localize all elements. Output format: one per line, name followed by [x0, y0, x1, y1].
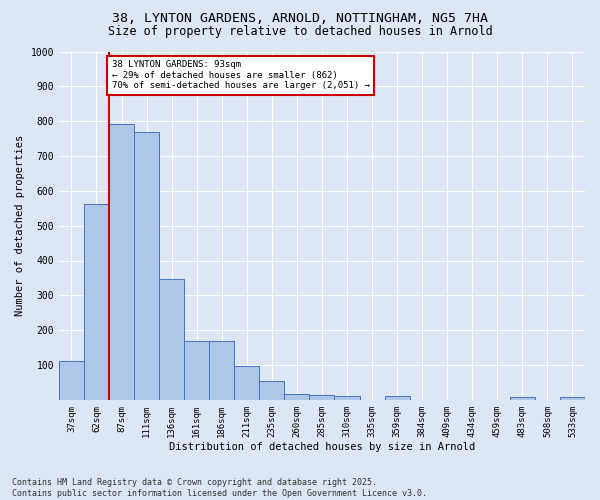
- Bar: [310, 396, 334, 400]
- Bar: [560, 398, 585, 400]
- Text: 38 LYNTON GARDENS: 93sqm
← 29% of detached houses are smaller (862)
70% of semi-: 38 LYNTON GARDENS: 93sqm ← 29% of detach…: [112, 60, 370, 90]
- Bar: [259, 380, 284, 400]
- Bar: [334, 396, 359, 400]
- Bar: [159, 278, 184, 400]
- Bar: [385, 396, 410, 400]
- Y-axis label: Number of detached properties: Number of detached properties: [15, 135, 25, 316]
- Bar: [84, 204, 109, 400]
- Bar: [184, 342, 209, 400]
- X-axis label: Distribution of detached houses by size in Arnold: Distribution of detached houses by size …: [169, 442, 475, 452]
- Bar: [59, 361, 84, 400]
- Text: Contains HM Land Registry data © Crown copyright and database right 2025.
Contai: Contains HM Land Registry data © Crown c…: [12, 478, 427, 498]
- Text: Size of property relative to detached houses in Arnold: Size of property relative to detached ho…: [107, 25, 493, 38]
- Bar: [234, 366, 259, 400]
- Text: 38, LYNTON GARDENS, ARNOLD, NOTTINGHAM, NG5 7HA: 38, LYNTON GARDENS, ARNOLD, NOTTINGHAM, …: [112, 12, 488, 26]
- Bar: [134, 132, 159, 400]
- Bar: [209, 342, 234, 400]
- Bar: [109, 124, 134, 400]
- Bar: [510, 398, 535, 400]
- Bar: [284, 394, 310, 400]
